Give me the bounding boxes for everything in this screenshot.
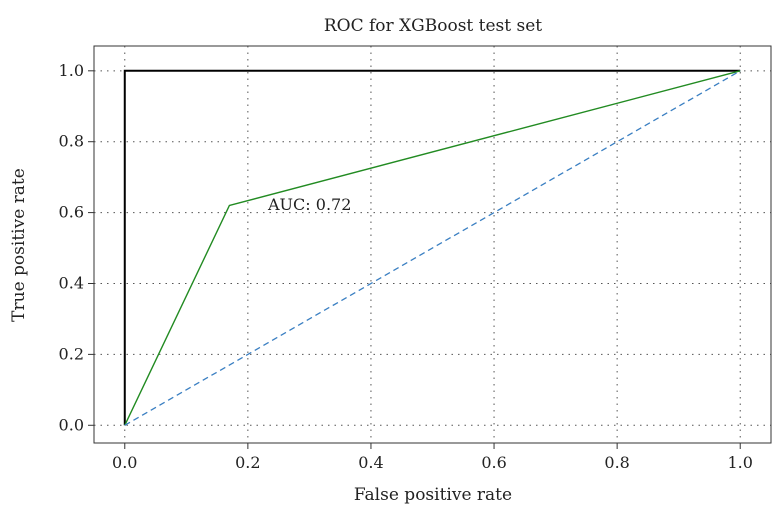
y-tick-label: 0.4 — [59, 273, 84, 292]
y-axis-label: True positive rate — [9, 168, 29, 322]
x-tick-label: 0.4 — [358, 453, 383, 472]
x-axis-label: False positive rate — [354, 485, 512, 505]
random-baseline-line — [124, 70, 741, 426]
auc-annotation: AUC: 0.72 — [267, 195, 351, 214]
y-tick-label: 0.6 — [59, 203, 84, 222]
y-tick-label: 0.2 — [59, 344, 84, 363]
x-tick-label: 0.6 — [481, 453, 506, 472]
y-tick-label: 0.0 — [59, 415, 84, 434]
ticks: 0.0 0.2 0.4 0.6 0.8 1.0 0.0 0.2 0.4 0.6 0.8 1.0 — [59, 61, 753, 472]
x-tick-label: 0.0 — [112, 453, 137, 472]
roc-curve-line — [124, 70, 741, 426]
y-tick-label: 0.8 — [59, 132, 84, 151]
x-tick-label: 1.0 — [728, 453, 753, 472]
perfect-classifier-line — [123, 69, 741, 426]
series-layer — [123, 69, 741, 426]
grid — [94, 46, 771, 443]
x-tick-label: 0.8 — [604, 453, 629, 472]
plot-frame — [93, 45, 772, 444]
chart-title: ROC for XGBoost test set — [324, 16, 542, 36]
x-tick-label: 0.2 — [235, 453, 260, 472]
y-tick-label: 1.0 — [59, 61, 84, 80]
